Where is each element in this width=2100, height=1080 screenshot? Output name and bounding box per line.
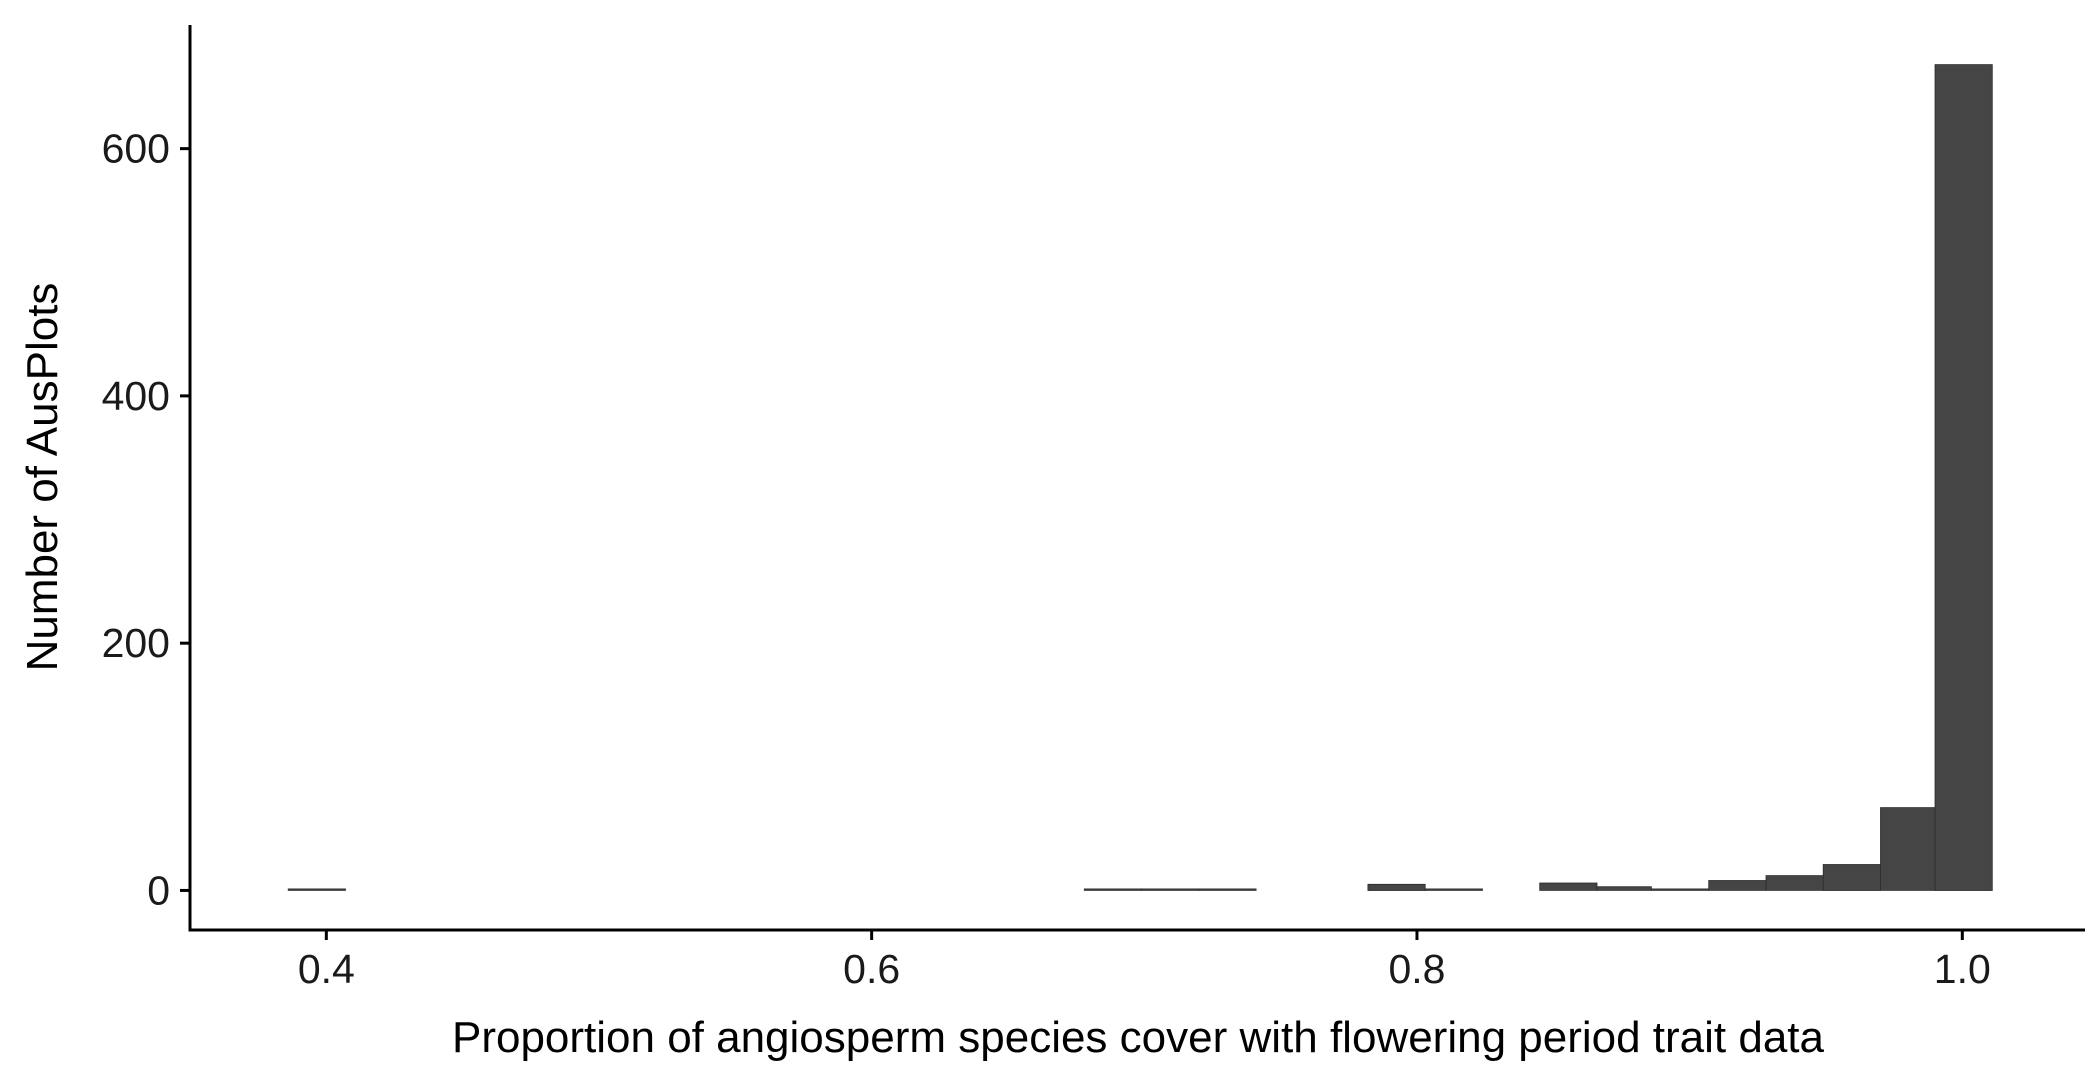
x-tick-label-2: 0.8: [1388, 946, 1445, 992]
histogram-bar-5: [1424, 888, 1483, 891]
y-ticks: 0 200 400 600: [102, 126, 190, 913]
y-tick-label-3: 600: [102, 126, 170, 172]
x-ticks: 0.4 0.6 0.8 1.0: [298, 930, 1991, 992]
histogram-bar-9: [1708, 880, 1767, 891]
histogram-bar-3: [1198, 888, 1257, 891]
x-tick-label-1: 0.6: [843, 946, 900, 992]
bars-layer: [287, 64, 1993, 891]
x-tick-label-3: 1.0: [1934, 946, 1991, 992]
histogram-bar-10: [1765, 875, 1824, 891]
histogram-bar-2: [1141, 888, 1200, 891]
y-axis-title: Number of AusPlots: [18, 283, 67, 672]
histogram-bar-4: [1367, 883, 1426, 891]
y-tick-label-2: 400: [102, 373, 170, 419]
histogram-bar-12: [1880, 807, 1936, 891]
histogram-bar-7: [1596, 886, 1652, 891]
histogram-bar-11: [1822, 864, 1881, 891]
histogram-bar-1: [1083, 888, 1143, 891]
y-tick-label-1: 200: [102, 620, 170, 666]
histogram-bar-13: [1934, 64, 1993, 891]
x-axis-title: Proportion of angiosperm species cover w…: [452, 1013, 1825, 1062]
y-tick-label-0: 0: [147, 867, 170, 913]
histogram-bar-6: [1539, 882, 1598, 891]
histogram-bar-8: [1651, 888, 1710, 891]
x-tick-label-0: 0.4: [298, 946, 355, 992]
histogram-bar-0: [287, 888, 346, 891]
